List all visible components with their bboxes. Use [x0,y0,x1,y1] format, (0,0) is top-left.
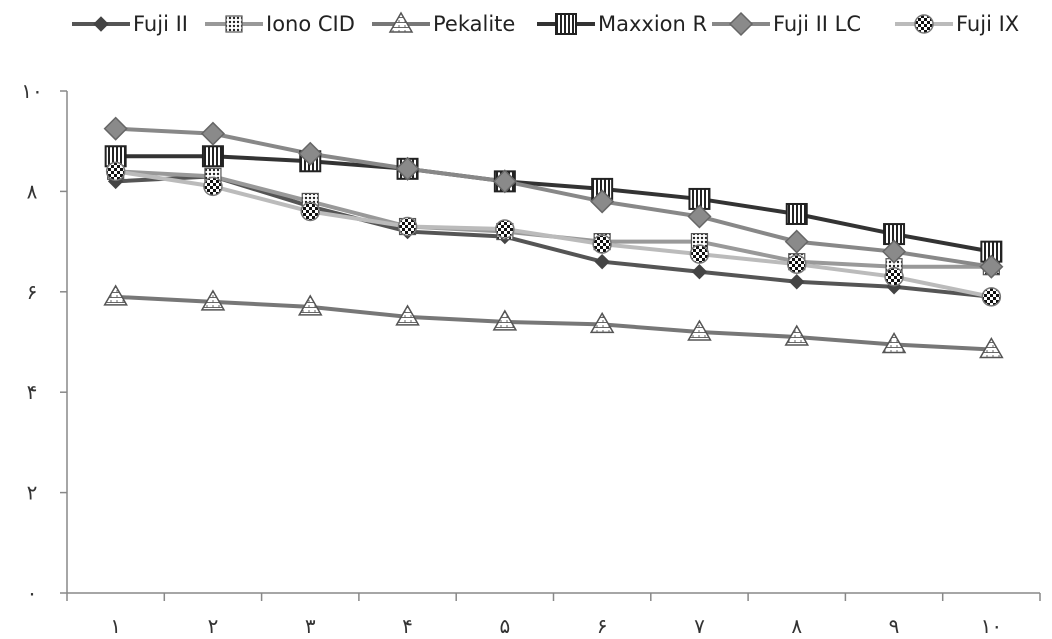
data-point-pekalite [492,309,518,331]
x-tick-label: ١ [110,614,121,638]
legend-item-fuji-ii: Fuji II [72,12,188,36]
data-point-fuji-ix [884,266,904,287]
x-tick-label: ١٠ [981,614,1002,638]
x-tick-label: ٨ [791,614,802,638]
data-point-fuji-ii [789,274,805,290]
legend-item-maxxion-r: Maxxion R [537,12,707,36]
data-point-fuji-ii [594,253,610,270]
x-tick-label: ٩ [889,614,900,638]
data-point-fuji-ii-lc [200,121,226,146]
x-tick-label: ٣ [305,614,316,638]
legend-label: Fuji IX [956,12,1019,36]
legend-marker-icon [388,11,414,33]
data-point-fuji-ix [592,234,612,254]
data-point-fuji-ii-lc [979,254,1004,279]
data-point-pekalite [395,304,420,326]
data-point-pekalite [589,311,615,334]
series-line-maxxion-r [115,154,992,254]
y-tick-label: ٠ [27,581,38,605]
data-point-fuji-ii-lc [881,239,907,264]
y-tick-label: ٨ [27,179,38,203]
legend-label: Fuji II LC [773,12,861,36]
legend-label: Pekalite [433,12,515,36]
x-tick-label: ٧ [694,614,705,638]
data-point-pekalite [687,319,712,341]
data-point-fuji-ii-lc [298,141,323,166]
legend-item-fuji-ix: Fuji IX [895,12,1019,36]
chart-legend: Fuji II Iono CID Pekalite Maxxion R Fuji II … [72,11,1019,37]
data-point-fuji-ix [105,161,126,182]
x-tick-label: ۶ [597,614,608,638]
data-point-pekalite [103,284,128,306]
legend-item-fuji-ii-lc: Fuji II LC [712,11,861,37]
legend-item-iono-cid: Iono CID [205,12,355,36]
legend-marker-icon [914,14,934,34]
data-point-fuji-ii-lc [687,204,712,229]
y-tick-label: ٢ [27,481,38,505]
data-point-pekalite [979,337,1004,359]
data-point-fuji-ii-lc [395,156,420,181]
legend-marker-icon [93,16,109,32]
plot-area [103,116,1004,359]
x-tick-label: ۵ [499,614,510,638]
series-line-fuji-ix [115,169,992,299]
data-point-fuji-ii-lc [103,116,128,141]
series-line-fuji-ii-lc [115,126,992,269]
data-point-fuji-ix [300,201,320,222]
y-tick-label: ١٠ [21,79,42,103]
data-point-maxxion-r [785,202,808,225]
x-tick-label: ٢ [208,614,219,638]
legend-marker-icon [728,11,754,37]
data-point-pekalite [200,289,226,311]
y-tick-label: ۶ [27,280,38,304]
data-point-pekalite [881,332,907,354]
series-line-fuji-ii [115,174,992,299]
data-point-fuji-ix [689,244,710,264]
y-tick-label: ۴ [27,380,38,404]
data-point-fuji-ix [787,254,807,274]
data-point-fuji-ix [981,287,1002,307]
data-point-fuji-ii-lc [784,229,809,254]
legend-label: Iono CID [266,12,355,36]
data-point-pekalite [784,324,810,346]
data-point-fuji-ix [495,219,515,239]
legend-marker-icon [225,15,243,33]
x-tick-label: ۴ [402,614,413,638]
data-point-fuji-ix [397,216,418,237]
legend-label: Maxxion R [598,12,707,36]
legend-label: Fuji II [133,12,188,36]
series-line-pekalite [115,294,992,352]
legend-item-pekalite: Pekalite [372,11,515,36]
data-point-fuji-ix [203,176,223,197]
legend-marker-icon [555,13,577,35]
data-point-fuji-ii-lc [492,169,517,194]
data-point-pekalite [297,294,323,316]
chart-axes: ٠ ٢ ۴ ۶ ٨ ١٠ ١ ٢ ٣ ۴ ۵ ۶ ٧ ٨ ٩ ١٠ [21,79,1041,638]
data-point-fuji-ii-lc [590,189,615,214]
data-point-maxxion-r [201,145,224,168]
data-point-fuji-ii [691,264,708,280]
